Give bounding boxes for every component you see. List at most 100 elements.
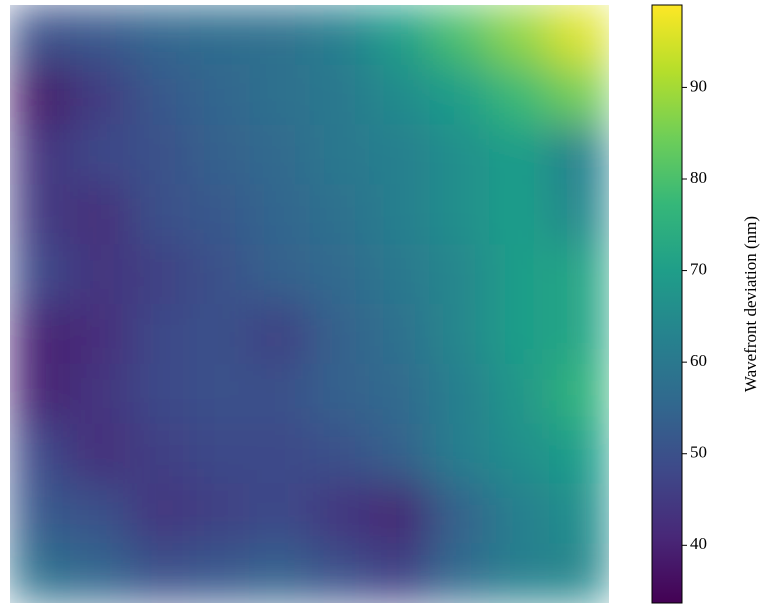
heatmap-cell bbox=[309, 64, 370, 126]
heatmap-cell bbox=[549, 363, 609, 425]
heatmap-cell bbox=[489, 304, 550, 365]
heatmap-cell bbox=[69, 244, 131, 305]
heatmap-cell bbox=[369, 64, 430, 126]
heatmap-cell bbox=[69, 64, 131, 126]
colorbar-label: Wavefront deviation (nm) bbox=[741, 216, 760, 392]
heatmap-cell bbox=[129, 124, 191, 185]
heatmap-cell bbox=[129, 184, 191, 245]
heatmap-cell bbox=[429, 423, 490, 484]
heatmap-cell bbox=[309, 5, 370, 66]
heatmap-cell bbox=[129, 304, 191, 365]
heatmap-cell bbox=[69, 543, 131, 603]
heatmap-cell bbox=[489, 5, 550, 66]
heatmap-cell bbox=[309, 543, 370, 603]
heatmap-cell bbox=[549, 64, 609, 126]
colorbar-tick-label: 90 bbox=[690, 76, 707, 95]
heatmap-cell bbox=[369, 184, 430, 245]
heatmap-area bbox=[10, 5, 609, 603]
heatmap-cell bbox=[10, 124, 71, 185]
heatmap-cell bbox=[129, 543, 191, 603]
heatmap-cell bbox=[129, 64, 191, 126]
heatmap-cell bbox=[129, 244, 191, 305]
colorbar-tick-label: 40 bbox=[690, 534, 707, 553]
heatmap-cell bbox=[249, 5, 310, 66]
heatmap-cell bbox=[69, 483, 131, 544]
heatmap-cell bbox=[429, 543, 490, 603]
heatmap-cell bbox=[10, 5, 71, 66]
heatmap-cell bbox=[369, 483, 430, 544]
heatmap-cell bbox=[249, 423, 310, 484]
heatmap-cell bbox=[129, 5, 191, 66]
heatmap-cell bbox=[369, 363, 430, 425]
heatmap-cell bbox=[69, 5, 131, 66]
colorbar bbox=[651, 4, 683, 604]
heatmap-cell bbox=[309, 184, 370, 245]
heatmap-cell bbox=[249, 244, 310, 305]
heatmap-cell bbox=[189, 5, 251, 66]
heatmap-cell bbox=[249, 124, 310, 185]
heatmap-cell bbox=[309, 423, 370, 484]
heatmap-cell bbox=[489, 64, 550, 126]
heatmap-cell bbox=[189, 244, 251, 305]
heatmap-cell bbox=[189, 124, 251, 185]
heatmap-cell bbox=[549, 543, 609, 603]
heatmap-cell bbox=[489, 184, 550, 245]
heatmap-cell bbox=[189, 304, 251, 365]
colorbar-tick-label: 70 bbox=[690, 259, 707, 278]
heatmap-cell bbox=[549, 423, 609, 484]
heatmap-cell bbox=[489, 244, 550, 305]
heatmap-cell bbox=[129, 423, 191, 484]
heatmap-cell bbox=[549, 483, 609, 544]
heatmap-cell bbox=[69, 304, 131, 365]
heatmap-cell bbox=[309, 483, 370, 544]
heatmap-cell bbox=[69, 124, 131, 185]
heatmap-cell bbox=[10, 244, 71, 305]
heatmap-cell bbox=[549, 184, 609, 245]
heatmap-cell bbox=[249, 483, 310, 544]
colorbar-tick-label: 80 bbox=[690, 168, 707, 187]
heatmap-cell bbox=[369, 423, 430, 484]
heatmap-cell bbox=[10, 304, 71, 365]
heatmap-cell bbox=[309, 363, 370, 425]
heatmap-cell bbox=[369, 543, 430, 603]
heatmap-cell bbox=[189, 363, 251, 425]
heatmap-cell bbox=[189, 483, 251, 544]
heatmap-cell bbox=[69, 184, 131, 245]
heatmap-cell bbox=[489, 124, 550, 185]
heatmap-cell bbox=[249, 64, 310, 126]
heatmap-cell bbox=[489, 543, 550, 603]
heatmap-cell bbox=[10, 543, 71, 603]
heatmap-cell bbox=[369, 124, 430, 185]
heatmap-cell bbox=[309, 244, 370, 305]
heatmap-cell bbox=[189, 423, 251, 484]
heatmap-cell bbox=[69, 423, 131, 484]
heatmap-cell bbox=[429, 184, 490, 245]
heatmap-cell bbox=[10, 363, 71, 425]
heatmap-cell bbox=[249, 304, 310, 365]
heatmap-cell bbox=[429, 64, 490, 126]
heatmap-cell bbox=[249, 363, 310, 425]
heatmap-cell bbox=[429, 5, 490, 66]
heatmap-cell bbox=[10, 423, 71, 484]
colorbar-tick-label: 50 bbox=[690, 443, 707, 462]
colorbar-ticks: 40 50 60 70 80 90 bbox=[682, 76, 707, 553]
heatmap-cell bbox=[489, 483, 550, 544]
heatmap-cell bbox=[249, 184, 310, 245]
heatmap-cell bbox=[189, 543, 251, 603]
heatmap-cell bbox=[10, 184, 71, 245]
heatmap-cell bbox=[249, 543, 310, 603]
heatmap-cell bbox=[429, 124, 490, 185]
heatmap-cell bbox=[549, 244, 609, 305]
heatmap-cell bbox=[429, 363, 490, 425]
heatmap-cell bbox=[129, 483, 191, 544]
heatmap-cell bbox=[549, 5, 609, 66]
heatmap-cell bbox=[10, 64, 71, 126]
heatmap-cell bbox=[429, 244, 490, 305]
heatmap-cell bbox=[489, 363, 550, 425]
colorbar-tick-label: 60 bbox=[690, 351, 707, 370]
heatmap-cell bbox=[429, 304, 490, 365]
heatmap-cell bbox=[549, 124, 609, 185]
heatmap-cell bbox=[309, 124, 370, 185]
heatmap-cell bbox=[549, 304, 609, 365]
heatmap-cell bbox=[69, 363, 131, 425]
